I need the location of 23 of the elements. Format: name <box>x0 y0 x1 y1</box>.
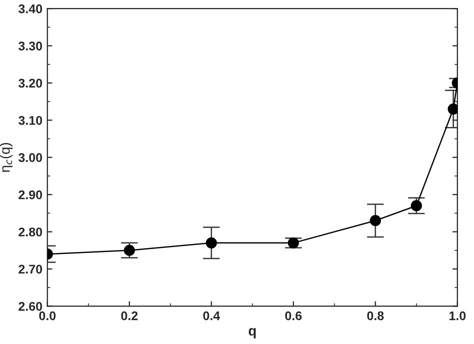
x-tick-label: 0.0 <box>39 311 56 320</box>
y-axis-title: η$_{c}$(q) <box>0 143 13 172</box>
y-tick-label: 2.70 <box>18 264 42 274</box>
y-tick-label: 3.30 <box>18 42 42 50</box>
x-tick-label: 0.8 <box>367 311 384 320</box>
y-tick-label: 2.90 <box>18 190 42 200</box>
point <box>448 103 458 115</box>
x-tick-label: 1.0 <box>450 311 466 320</box>
y-tick-label: 2.80 <box>18 228 42 236</box>
y-tick-label: 3.40 <box>18 4 42 14</box>
x-axis-title: q <box>248 328 256 338</box>
point <box>288 237 299 248</box>
point <box>410 200 422 212</box>
point <box>124 244 135 256</box>
x-tick-label: 0.4 <box>203 311 220 320</box>
y-tick-label: 3.10 <box>18 116 42 125</box>
y-tick-label: 2.60 <box>18 302 42 311</box>
y-tick-label: 3.00 <box>18 153 42 162</box>
x-tick-label: 0.6 <box>285 311 302 320</box>
x-tick-label: 0.2 <box>121 311 138 320</box>
point <box>370 215 381 226</box>
y-tick-label: 3.20 <box>18 78 42 88</box>
point <box>206 237 217 248</box>
